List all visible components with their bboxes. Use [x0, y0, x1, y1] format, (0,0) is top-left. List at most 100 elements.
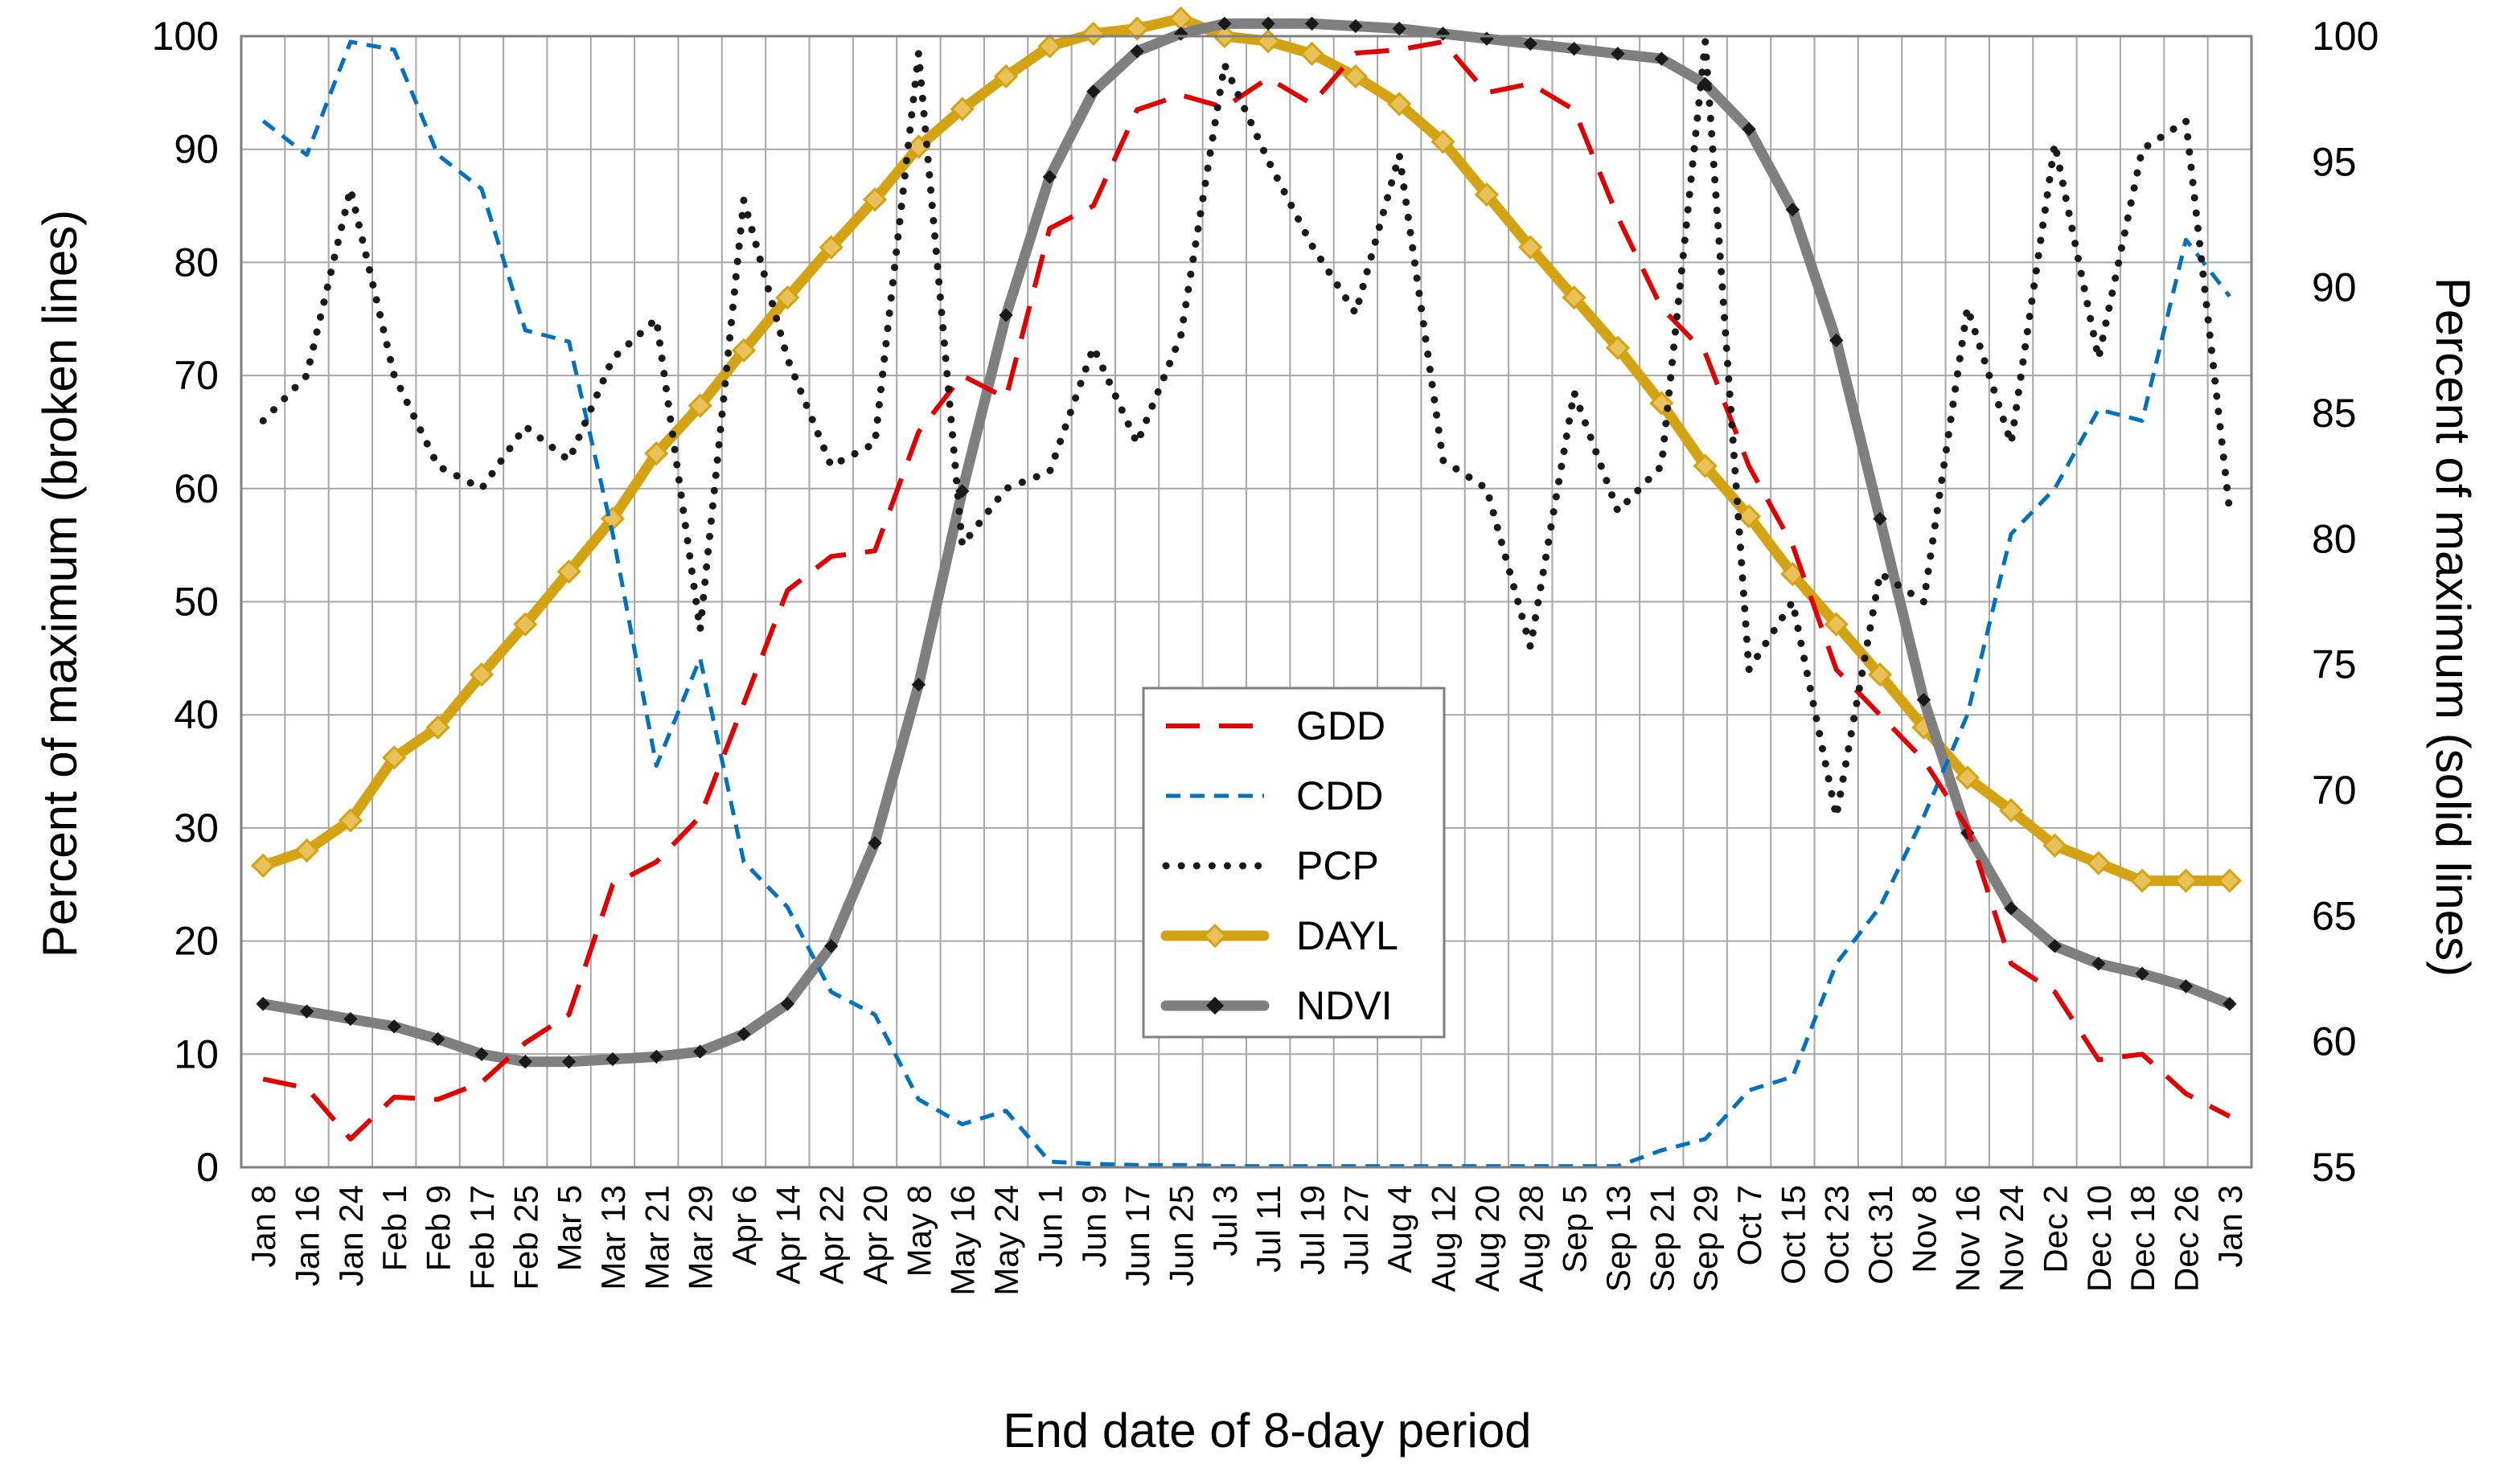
x-tick-label: Apr 20	[856, 1185, 894, 1285]
data-point-ndvi	[561, 1054, 577, 1069]
data-point-ndvi	[1916, 692, 1931, 707]
x-tick-label: Mar 29	[682, 1185, 720, 1290]
data-point-ndvi	[1130, 44, 1144, 59]
legend-label: CDD	[1296, 773, 1383, 818]
data-point-dayl	[1955, 765, 1980, 790]
legend-label: NDVI	[1296, 983, 1392, 1028]
x-tick-label: Aug 20	[1468, 1185, 1506, 1292]
y-left-tick-label: 80	[174, 240, 219, 285]
data-point-dayl	[556, 559, 581, 584]
data-point-dayl	[1037, 34, 1062, 59]
data-point-dayl	[2086, 851, 2111, 875]
data-point-ndvi	[692, 1044, 708, 1059]
data-point-dayl	[425, 715, 450, 740]
x-tick-label: Mar 13	[594, 1185, 632, 1290]
y-right-tick-label: 100	[2312, 14, 2379, 59]
y-left-tick-label: 50	[174, 580, 219, 625]
x-tick-label: Jun 17	[1118, 1185, 1156, 1286]
y-right-tick-label: 60	[2312, 1019, 2357, 1064]
y-right-tick-label: 80	[2312, 516, 2357, 561]
x-tick-label: Jul 27	[1337, 1185, 1375, 1275]
x-tick-label: Oct 15	[1774, 1185, 1812, 1285]
data-point-dayl	[819, 235, 843, 260]
series-dayl	[251, 6, 2242, 893]
data-point-ndvi	[1873, 511, 1887, 527]
data-point-dayl	[993, 64, 1019, 89]
data-point-ndvi	[1086, 84, 1101, 99]
x-tick-label: Feb 9	[420, 1185, 458, 1271]
x-tick-label: Dec 10	[2080, 1185, 2118, 1292]
data-point-ndvi	[1217, 16, 1232, 31]
data-point-ndvi	[605, 1052, 620, 1067]
legend-marker	[1202, 923, 1228, 949]
data-point-ndvi	[1348, 18, 1363, 34]
data-point-ndvi	[1611, 47, 1625, 61]
x-tick-label: Jul 3	[1206, 1185, 1244, 1256]
x-tick-label: Nov 16	[1949, 1185, 1987, 1292]
data-point-ndvi	[1785, 203, 1800, 217]
data-point-dayl	[1343, 64, 1368, 89]
data-point-dayl	[513, 612, 538, 637]
x-tick-label: Feb 25	[507, 1185, 544, 1290]
x-axis-title: End date of 8-day period	[1003, 1404, 1531, 1457]
data-point-ndvi	[823, 939, 839, 953]
series-line-gdd	[262, 39, 2231, 1142]
y-right-tick-labels: 55 60 65 70 75 80 85 90 95 100	[2312, 14, 2379, 1190]
x-tick-label: Oct 7	[1730, 1185, 1768, 1265]
data-point-ndvi	[518, 1054, 532, 1069]
data-point-ndvi	[387, 1019, 401, 1034]
data-point-dayl	[469, 662, 495, 687]
x-tick-label: Nov 8	[1905, 1185, 1943, 1273]
y-left-tick-label: 10	[174, 1031, 219, 1076]
plot-frame	[240, 35, 2253, 1169]
data-point-dayl	[294, 838, 319, 863]
data-point-ndvi	[868, 835, 882, 851]
data-point-dayl	[731, 338, 757, 363]
data-point-ndvi	[999, 308, 1013, 322]
legend-item-dayl: DAYL	[1160, 913, 1398, 958]
data-point-ndvi	[911, 677, 926, 692]
x-tick-label: Dec 18	[2124, 1185, 2161, 1292]
x-tick-label: Oct 23	[1818, 1185, 1856, 1285]
data-point-dayl	[775, 285, 800, 310]
data-point-dayl	[862, 187, 888, 212]
data-point-ndvi	[2091, 957, 2106, 971]
x-tick-label: Jan 24	[332, 1185, 370, 1286]
data-point-ndvi	[2004, 901, 2018, 916]
y-right-tick-label: 75	[2312, 642, 2357, 687]
data-point-ndvi	[2135, 966, 2149, 981]
data-point-ndvi	[430, 1031, 445, 1047]
data-point-ndvi	[2047, 939, 2063, 953]
data-point-ndvi	[1304, 16, 1320, 31]
data-point-ndvi	[1829, 333, 1844, 348]
x-tick-label: Jun 9	[1075, 1185, 1113, 1268]
series-line-pcp	[259, 38, 2234, 821]
data-point-dayl	[1474, 182, 1500, 207]
data-point-dayl	[1736, 504, 1762, 529]
x-tick-label: Jun 25	[1162, 1185, 1200, 1286]
x-tick-label: Jan 16	[289, 1185, 326, 1286]
data-point-ndvi	[1042, 170, 1057, 184]
y-left-tick-label: 0	[196, 1145, 219, 1190]
legend-label: DAYL	[1296, 913, 1398, 958]
x-tick-label: May 16	[944, 1185, 982, 1296]
data-point-dayl	[644, 441, 669, 466]
data-point-ndvi	[1654, 51, 1669, 66]
x-tick-label: Sep 13	[1599, 1185, 1637, 1292]
series-ndvi	[256, 16, 2237, 1069]
data-point-ndvi	[1566, 41, 1582, 56]
legend-marker	[1205, 996, 1225, 1015]
data-point-dayl	[1562, 285, 1586, 310]
legend: GDD CDD PCP DAYL NDVI	[1142, 687, 1446, 1039]
legend-item-ndvi: NDVI	[1160, 983, 1392, 1028]
x-tick-label: Apr 6	[725, 1185, 763, 1265]
y-left-tick-label: 30	[174, 806, 219, 851]
x-tick-label: Feb 17	[463, 1185, 501, 1290]
data-point-dayl	[2130, 868, 2155, 893]
x-tick-label: Aug 12	[1425, 1185, 1463, 1292]
data-point-dayl	[1125, 16, 1150, 41]
series-pcp	[259, 38, 2234, 821]
y-right-tick-label: 85	[2312, 391, 2357, 436]
legend-label: GDD	[1296, 703, 1385, 748]
x-tick-label: Mar 5	[551, 1185, 589, 1271]
